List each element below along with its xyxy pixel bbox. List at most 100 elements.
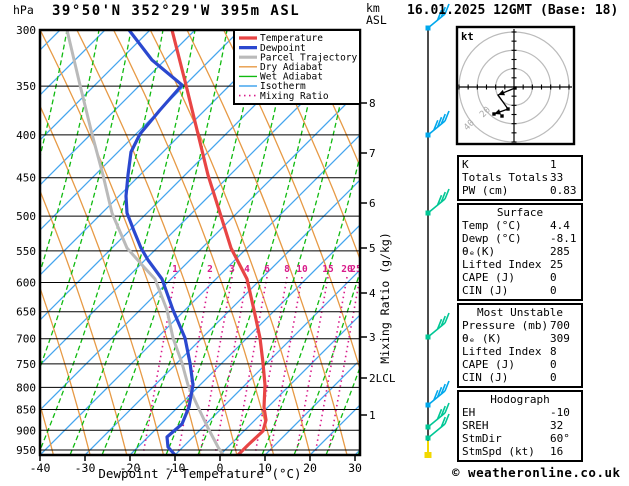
svg-text:950: 950 xyxy=(16,444,36,457)
svg-text:Wet Adiabat: Wet Adiabat xyxy=(260,72,323,83)
panel-row-value: 0 xyxy=(550,358,557,371)
svg-text:Dewpoint / Temperature (°C): Dewpoint / Temperature (°C) xyxy=(98,466,301,481)
panel-row: StmDir 60° xyxy=(459,432,581,445)
svg-text:900: 900 xyxy=(16,424,36,437)
svg-text:8: 8 xyxy=(284,264,290,275)
svg-text:1: 1 xyxy=(172,264,178,275)
svg-text:300: 300 xyxy=(16,24,36,37)
panel-row-label: SREH xyxy=(462,419,489,432)
hodograph-trace xyxy=(493,87,516,115)
panel-row-label: Dewp (°C) xyxy=(462,232,522,245)
datetime-label: 16.01.2025 12GMT (Base: 18) xyxy=(407,3,619,18)
wind-barb xyxy=(425,3,450,31)
panel-row-label: θₑ (K) xyxy=(462,332,502,345)
indices-panel: K 1 Totals Totals 33 PW (cm) 0.83 Surface Temp … xyxy=(457,155,583,464)
panel-row: CIN (J) 0 xyxy=(459,284,581,297)
svg-text:Dewpoint: Dewpoint xyxy=(260,43,306,54)
altitude-unit-label: km ASL xyxy=(366,1,387,27)
svg-text:1: 1 xyxy=(369,409,376,422)
panel-group: Most Unstable Pressure (mb) 700 θₑ (K) 309 Li… xyxy=(457,303,583,388)
wind-barb xyxy=(425,110,450,138)
panel-row: Lifted Index 25 xyxy=(459,258,581,271)
panel-row-label: EH xyxy=(462,406,476,419)
panel-row: Dewp (°C) -8.1 xyxy=(459,232,581,245)
hodograph-unit-label: kt xyxy=(461,31,474,43)
wet-adiabat-lines xyxy=(41,31,359,454)
panel-row: EH -10 xyxy=(459,406,581,419)
svg-text:8: 8 xyxy=(369,97,376,110)
station-title: 39°50'N 352°29'W 395m ASL xyxy=(52,3,301,19)
panel-row-label: Totals Totals xyxy=(462,171,549,184)
svg-text:650: 650 xyxy=(16,306,36,319)
svg-text:Isotherm: Isotherm xyxy=(260,81,306,92)
svg-text:10: 10 xyxy=(258,461,272,475)
pressure-unit-label: hPa xyxy=(13,3,34,17)
panel-row-label: Pressure (mb) xyxy=(462,319,549,332)
panel-row: CIN (J) 0 xyxy=(459,371,581,384)
svg-text:2LCL: 2LCL xyxy=(369,372,396,385)
svg-text:Mixing Ratio: Mixing Ratio xyxy=(260,91,329,102)
panel-row-label: PW (cm) xyxy=(462,184,509,197)
svg-text:700: 700 xyxy=(16,333,36,346)
svg-text:Dry Adiabat: Dry Adiabat xyxy=(260,62,323,73)
panel-row-value: 0 xyxy=(550,271,557,284)
mixing-ratio-axis-title: Mixing Ratio (g/kg) xyxy=(378,232,392,364)
svg-text:5: 5 xyxy=(369,242,376,255)
panel-row: Temp (°C) 4.4 xyxy=(459,219,581,232)
svg-text:30: 30 xyxy=(348,461,362,475)
wind-barb xyxy=(425,312,450,340)
parcel-trajectory-curve xyxy=(65,31,225,454)
wind-barb xyxy=(425,380,450,408)
wind-barb-column xyxy=(424,3,450,458)
svg-text:4: 4 xyxy=(244,264,250,275)
svg-text:3: 3 xyxy=(229,264,235,275)
mixing-ratio-labels: 1 2 3 4 6 8 10 15 2025 xyxy=(172,264,362,275)
panel-row: SREH 32 xyxy=(459,419,581,432)
panel-row-value: 700 xyxy=(550,319,570,332)
panel-row-label: CAPE (J) xyxy=(462,271,515,284)
svg-text:25: 25 xyxy=(350,264,362,275)
panel-row-value: 8 xyxy=(550,345,557,358)
panel-row: Lifted Index 8 xyxy=(459,345,581,358)
svg-text:3: 3 xyxy=(369,331,376,344)
panel-row-label: StmSpd (kt) xyxy=(462,445,535,458)
panel-group: K 1 Totals Totals 33 PW (cm) 0.83 xyxy=(457,155,583,201)
svg-text:2: 2 xyxy=(207,264,213,275)
svg-text:-30: -30 xyxy=(75,461,96,475)
svg-text:20: 20 xyxy=(341,264,353,275)
panel-row-label: StmDir xyxy=(462,432,502,445)
svg-text:550: 550 xyxy=(16,245,36,258)
panel-row-value: 4.4 xyxy=(550,219,570,232)
panel-row-label: Temp (°C) xyxy=(462,219,522,232)
panel-row: PW (cm) 0.83 xyxy=(459,184,581,197)
svg-text:7: 7 xyxy=(369,147,376,160)
panel-row: Totals Totals 33 xyxy=(459,171,581,184)
panel-row-value: -8.1 xyxy=(550,232,577,245)
dewpoint-curve xyxy=(124,31,195,454)
panel-group: Surface Temp (°C) 4.4 Dewp (°C) -8.1 θₑ(K) 285… xyxy=(457,203,583,301)
plot-border xyxy=(38,28,362,457)
svg-text:-10: -10 xyxy=(165,461,186,475)
temperature-axis: -40 -30 -20 -10 0 10 20 30 Dewpoint / Temperatur… xyxy=(30,455,362,481)
panel-section-header: Hodograph xyxy=(490,393,550,406)
panel-row: θₑ(K) 285 xyxy=(459,245,581,258)
svg-text:0: 0 xyxy=(217,461,224,475)
svg-text:Parcel Trajectory: Parcel Trajectory xyxy=(260,52,358,63)
panel-row-label: Lifted Index xyxy=(462,258,542,271)
svg-text:15: 15 xyxy=(322,264,334,275)
svg-text:500: 500 xyxy=(16,210,36,223)
svg-text:350: 350 xyxy=(16,80,36,93)
panel-row-value: 0 xyxy=(550,371,557,384)
svg-text:800: 800 xyxy=(16,381,36,394)
panel-row-value: 33 xyxy=(550,171,564,184)
wind-barb xyxy=(425,413,450,441)
sounding-curves xyxy=(65,31,268,454)
panel-row: CAPE (J) 0 xyxy=(459,358,581,371)
panel-row-value: 25 xyxy=(550,258,564,271)
svg-text:850: 850 xyxy=(16,403,36,416)
svg-text:750: 750 xyxy=(16,358,36,371)
panel-row-value: 0.83 xyxy=(550,184,577,197)
